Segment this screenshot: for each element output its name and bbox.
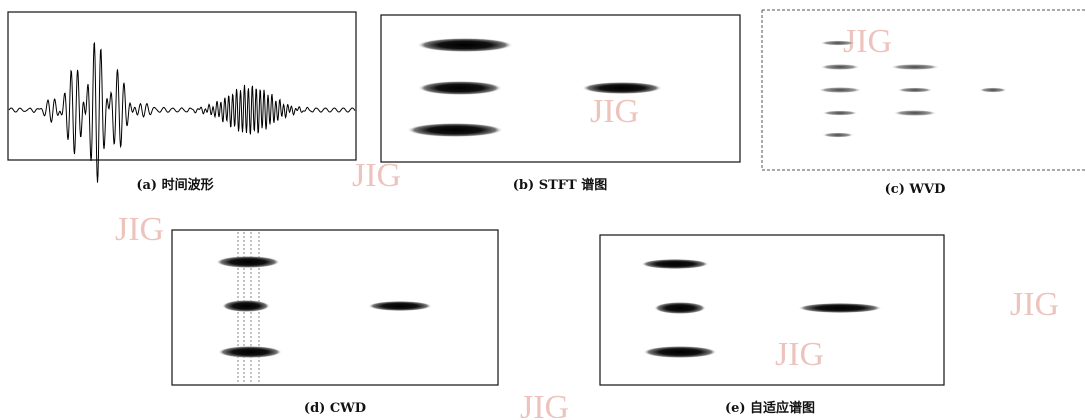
energy-blob <box>820 64 860 70</box>
energy-blob <box>897 88 933 93</box>
watermark: JIG <box>1010 286 1059 323</box>
panel-b: (b) STFT 谱图 <box>381 15 740 193</box>
energy-blob <box>654 302 706 314</box>
caption: (a) 时间波形 <box>136 177 213 193</box>
energy-blob <box>893 110 937 116</box>
panel-e: (e) 自适应谱图 <box>600 235 944 416</box>
energy-blob <box>798 303 882 313</box>
energy-blob <box>222 300 270 312</box>
caption: (d) CWD <box>304 401 366 416</box>
energy-blob <box>820 41 856 46</box>
waveform <box>9 43 355 182</box>
caption: (b) STFT 谱图 <box>513 177 607 193</box>
caption: (c) WVD <box>885 182 946 197</box>
energy-blob <box>582 82 662 94</box>
energy-blob <box>218 346 282 358</box>
panel-d: (d) CWD <box>172 230 498 416</box>
energy-blob <box>890 64 940 70</box>
panel-frame <box>8 12 356 160</box>
watermark: JIG <box>115 211 164 248</box>
energy-blob <box>818 87 862 93</box>
panel-frame <box>600 235 944 385</box>
energy-blob <box>641 259 709 269</box>
watermark: JIG <box>590 93 639 130</box>
panel-frame <box>172 230 498 385</box>
watermarks: JIG JIG JIG JIG JIG JIG JIG <box>115 23 1059 418</box>
watermark: JIG <box>775 336 824 373</box>
energy-blob <box>643 346 717 358</box>
energy-blob <box>822 111 858 116</box>
energy-blob <box>418 81 502 95</box>
energy-blob <box>368 301 432 311</box>
panel-a: (a) 时间波形 <box>8 12 356 193</box>
panel-c: (c) WVD <box>762 10 1085 197</box>
energy-blob <box>822 133 854 138</box>
caption: (e) 自适应谱图 <box>725 400 815 416</box>
energy-blob <box>216 256 280 268</box>
energy-blob <box>407 123 503 137</box>
figure: JIG JIG JIG JIG JIG JIG JIG (a) 时间波形 (b)… <box>0 0 1088 418</box>
energy-blob <box>417 38 513 52</box>
watermark: JIG <box>520 389 569 418</box>
energy-blob <box>979 88 1007 93</box>
